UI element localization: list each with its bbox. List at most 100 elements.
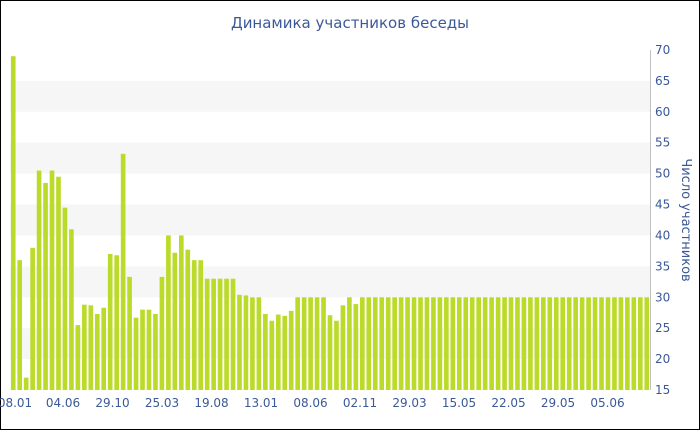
bar <box>36 170 42 390</box>
bar <box>541 297 546 390</box>
bar <box>637 297 643 390</box>
bar <box>88 305 94 390</box>
bar <box>463 297 469 390</box>
chart-title: Динамика участников беседы <box>231 14 469 32</box>
bar <box>482 297 488 390</box>
bar <box>127 276 132 390</box>
bar <box>431 297 436 390</box>
y-tick-label: 40 <box>655 228 670 242</box>
bar <box>107 254 113 390</box>
bar <box>43 182 48 390</box>
bar <box>120 153 126 390</box>
bar <box>295 297 300 390</box>
bar <box>553 297 559 390</box>
x-tick-label: 08.01 <box>0 396 32 410</box>
grid-band <box>10 142 650 174</box>
bar <box>185 249 191 390</box>
bar <box>301 297 307 390</box>
x-tick-label: 22.05 <box>491 396 525 410</box>
bar <box>153 313 158 390</box>
bar <box>282 315 288 390</box>
bar <box>198 260 204 390</box>
bar <box>204 278 210 390</box>
bar <box>269 320 275 390</box>
x-tick-label: 02.11 <box>343 396 377 410</box>
bar <box>385 297 391 390</box>
x-tick-label: 13.01 <box>244 396 278 410</box>
bar <box>340 305 346 390</box>
bar <box>62 207 68 390</box>
y-axis-ticks: 15 20 25 30 35 40 45 50 55 60 65 70 <box>655 43 670 397</box>
bar <box>217 278 223 390</box>
bar <box>631 297 637 390</box>
bar <box>418 297 423 390</box>
bar <box>476 297 482 390</box>
y-axis-label: Число участников <box>678 158 693 281</box>
bar <box>398 297 404 390</box>
bar <box>379 297 385 390</box>
y-tick-label: 60 <box>655 105 670 119</box>
bar <box>566 297 572 390</box>
bar-series <box>10 56 650 391</box>
bar <box>599 297 604 390</box>
bar <box>618 297 624 390</box>
bar <box>17 260 23 390</box>
y-tick-label: 25 <box>655 321 670 335</box>
y-tick-label: 70 <box>655 43 670 57</box>
bar <box>411 297 417 390</box>
bar <box>178 235 184 390</box>
bar <box>263 313 268 390</box>
x-tick-label: 05.06 <box>590 396 624 410</box>
y-tick-label: 30 <box>655 290 670 304</box>
bar <box>101 307 107 390</box>
grid-band <box>10 80 650 112</box>
bar <box>372 297 378 390</box>
bar <box>23 377 29 390</box>
bar <box>146 309 152 390</box>
bar <box>224 278 229 390</box>
bar <box>625 297 630 390</box>
bar <box>560 297 566 390</box>
bar <box>230 278 236 390</box>
bar <box>334 320 339 390</box>
bar <box>211 278 216 390</box>
bar <box>237 294 242 390</box>
bar <box>275 314 281 390</box>
bar <box>166 235 171 390</box>
bar <box>456 297 462 390</box>
bar <box>10 56 16 391</box>
y-tick-label: 35 <box>655 259 670 273</box>
x-tick-label: 29.10 <box>95 396 129 410</box>
y-tick-label: 20 <box>655 352 670 366</box>
bar <box>405 297 410 390</box>
x-tick-label: 25.03 <box>145 396 179 410</box>
bar <box>69 229 74 390</box>
bar <box>49 170 55 390</box>
bar <box>592 297 598 390</box>
x-tick-label: 04.06 <box>46 396 80 410</box>
bar <box>605 297 611 390</box>
x-tick-label: 19.08 <box>194 396 228 410</box>
grid-band <box>10 204 650 236</box>
bar <box>612 297 617 390</box>
bar <box>502 297 507 390</box>
bar <box>347 297 352 390</box>
grid-band <box>10 266 650 298</box>
bar <box>579 297 585 390</box>
bar <box>327 315 333 390</box>
bar <box>528 297 533 390</box>
bar <box>288 310 294 390</box>
bar <box>82 304 87 390</box>
bar <box>140 309 145 390</box>
x-tick-label: 15.05 <box>442 396 476 410</box>
bar <box>353 304 359 390</box>
bar <box>133 317 139 390</box>
bar <box>489 297 494 390</box>
bar <box>437 297 443 390</box>
bar <box>424 297 430 390</box>
bar <box>508 297 514 390</box>
bar <box>314 297 320 390</box>
bar <box>30 247 35 390</box>
bar <box>191 260 197 390</box>
